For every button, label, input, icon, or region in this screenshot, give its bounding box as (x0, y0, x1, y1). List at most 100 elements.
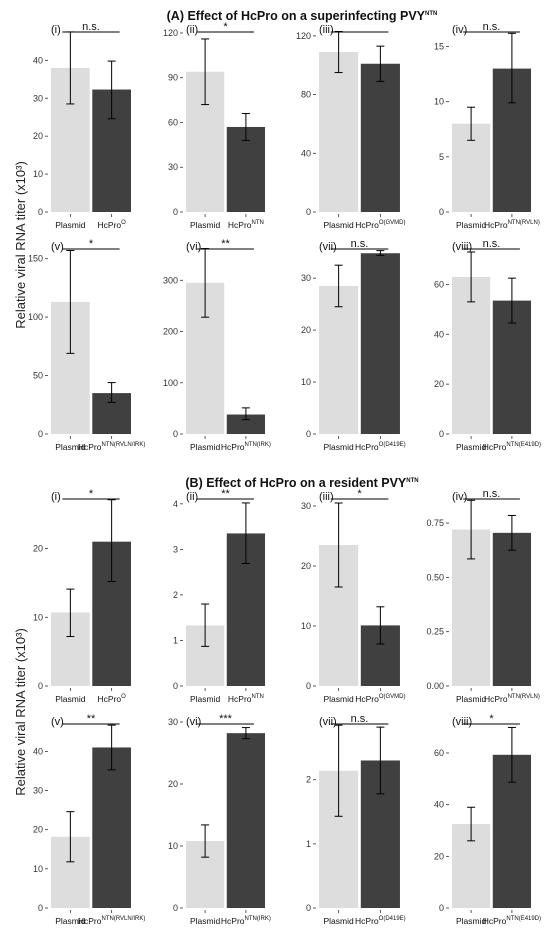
x-tick-label: HcProNTN (228, 694, 264, 704)
bar (226, 733, 266, 908)
panel-label: (iv) (452, 491, 467, 503)
y-tick-label: 0 (306, 429, 311, 439)
chart-panel: 0 10 20 30 Plasmid HcProO(D419E) (vii) n.s. (301, 238, 406, 452)
significance-label: * (223, 21, 228, 33)
y-tick-label: 30 (168, 717, 178, 727)
x-tick-label: Plasmid (55, 442, 86, 452)
bar (360, 253, 400, 434)
y-tick-label: 0 (38, 903, 43, 913)
y-tick-label: 5 (439, 152, 444, 162)
section-b-title: (B) Effect of HcPro on a resident PVYNTN (185, 476, 418, 490)
x-tick-label: Plasmid (190, 220, 221, 230)
x-tick-label: HcProNTN(RVLN/IRK) (78, 916, 146, 926)
x-tick-label: HcProO(GVMD) (355, 220, 405, 230)
y-tick-label: 2 (173, 590, 178, 600)
y-tick-label: 40 (33, 746, 43, 756)
y-tick-label: 2 (306, 775, 311, 785)
significance-label: n.s. (483, 488, 501, 500)
y-tick-label: 20 (434, 851, 444, 861)
x-tick-label: Plasmid (324, 694, 355, 704)
significance-label: * (357, 488, 362, 500)
y-tick-label: 40 (301, 148, 311, 158)
bar (319, 285, 359, 434)
panel-label: (iii) (319, 491, 334, 503)
y-tick-label: 20 (33, 131, 43, 141)
y-tick-label: 100 (163, 378, 178, 388)
significance-label: * (89, 238, 94, 250)
y-tick-label: 40 (33, 55, 43, 65)
y-tick-label: 120 (296, 31, 311, 41)
x-tick-label: Plasmid (55, 694, 86, 704)
significance-label: n.s. (351, 713, 369, 725)
x-tick-label: HcProNTN(E419D) (483, 916, 541, 926)
y-tick-label: 120 (163, 28, 178, 38)
y-tick-label: 3 (173, 544, 178, 554)
x-tick-label: Plasmid (456, 694, 487, 704)
panel-label: (vii) (319, 241, 337, 253)
y-tick-label: 20 (434, 379, 444, 389)
y-tick-label: 0 (38, 429, 43, 439)
y-tick-label: 0 (439, 903, 444, 913)
y-tick-label: 60 (434, 748, 444, 758)
x-tick-label: HcProNTN(RVLN) (484, 694, 540, 704)
y-axis-label-a: Relative viral RNA titer (x10³) (13, 161, 28, 329)
y-tick-label: 60 (434, 279, 444, 289)
bar (92, 747, 131, 908)
y-tick-label: 0 (439, 207, 444, 217)
y-tick-label: 40 (434, 329, 444, 339)
significance-label: *** (219, 713, 233, 725)
x-tick-label: Plasmid (190, 694, 221, 704)
y-tick-label: 50 (33, 371, 43, 381)
y-tick-label: 0.50 (426, 572, 444, 582)
y-tick-label: 10 (168, 841, 178, 851)
y-tick-label: 40 (434, 800, 444, 810)
x-tick-label: HcProNTN(IRK) (221, 916, 271, 926)
x-tick-label: Plasmid (456, 916, 487, 926)
x-tick-label: HcProO(GVMD) (355, 694, 405, 704)
y-tick-label: 1 (173, 635, 178, 645)
chart-panel: 0 100 200 300 Plasmid HcProNTN(IRK) (vi) ** (163, 238, 271, 452)
bar (451, 276, 491, 434)
x-tick-label: Plasmid (456, 220, 487, 230)
y-tick-label: 0 (306, 207, 311, 217)
y-tick-label: 100 (28, 312, 43, 322)
y-tick-label: 30 (168, 162, 178, 172)
chart-panel: 0 10 20 30 Plasmid HcProNTN(IRK) (vi) *** (168, 713, 271, 926)
y-tick-label: 10 (434, 97, 444, 107)
significance-label: n.s. (82, 21, 100, 33)
y-tick-label: 0 (173, 681, 178, 691)
x-tick-label: HcProO(D419E) (355, 916, 406, 926)
panel-label: (ii) (186, 24, 198, 36)
panel-label: (v) (51, 241, 64, 253)
chart-panel: 0 40 80 120 Plasmid HcProO(GVMD) (iii) (296, 24, 406, 230)
x-tick-label: HcProNTN(E419D) (483, 442, 541, 452)
x-tick-label: Plasmid (190, 916, 221, 926)
significance-label: * (489, 713, 494, 725)
y-tick-label: 10 (33, 169, 43, 179)
y-tick-label: 10 (33, 612, 43, 622)
panel-label: (ii) (186, 491, 198, 503)
y-tick-label: 60 (168, 117, 178, 127)
panel-label: (iv) (452, 24, 467, 36)
chart-panel: 0 10 20 Plasmid HcProO (i) * (33, 488, 131, 704)
significance-label: n.s. (483, 238, 501, 250)
y-tick-label: 20 (301, 561, 311, 571)
section-a-title: (A) Effect of HcPro on a superinfecting … (167, 9, 438, 23)
y-tick-label: 0 (173, 429, 178, 439)
panel-label: (v) (51, 716, 64, 728)
y-tick-label: 90 (168, 73, 178, 83)
y-tick-label: 0 (173, 207, 178, 217)
panel-label: (vi) (186, 241, 201, 253)
x-tick-label: HcProNTN(RVLN/IRK) (78, 442, 146, 452)
chart-panel: 0 1 2 Plasmid HcProO(D419E) (vii) n.s. (306, 713, 406, 926)
panel-label: (vi) (186, 716, 201, 728)
y-tick-label: 80 (301, 90, 311, 100)
x-tick-label: Plasmid (324, 442, 355, 452)
y-tick-label: 10 (301, 621, 311, 631)
chart-panel: 0 30 60 90 120 Plasmid HcProNTN (ii) * (163, 21, 266, 230)
